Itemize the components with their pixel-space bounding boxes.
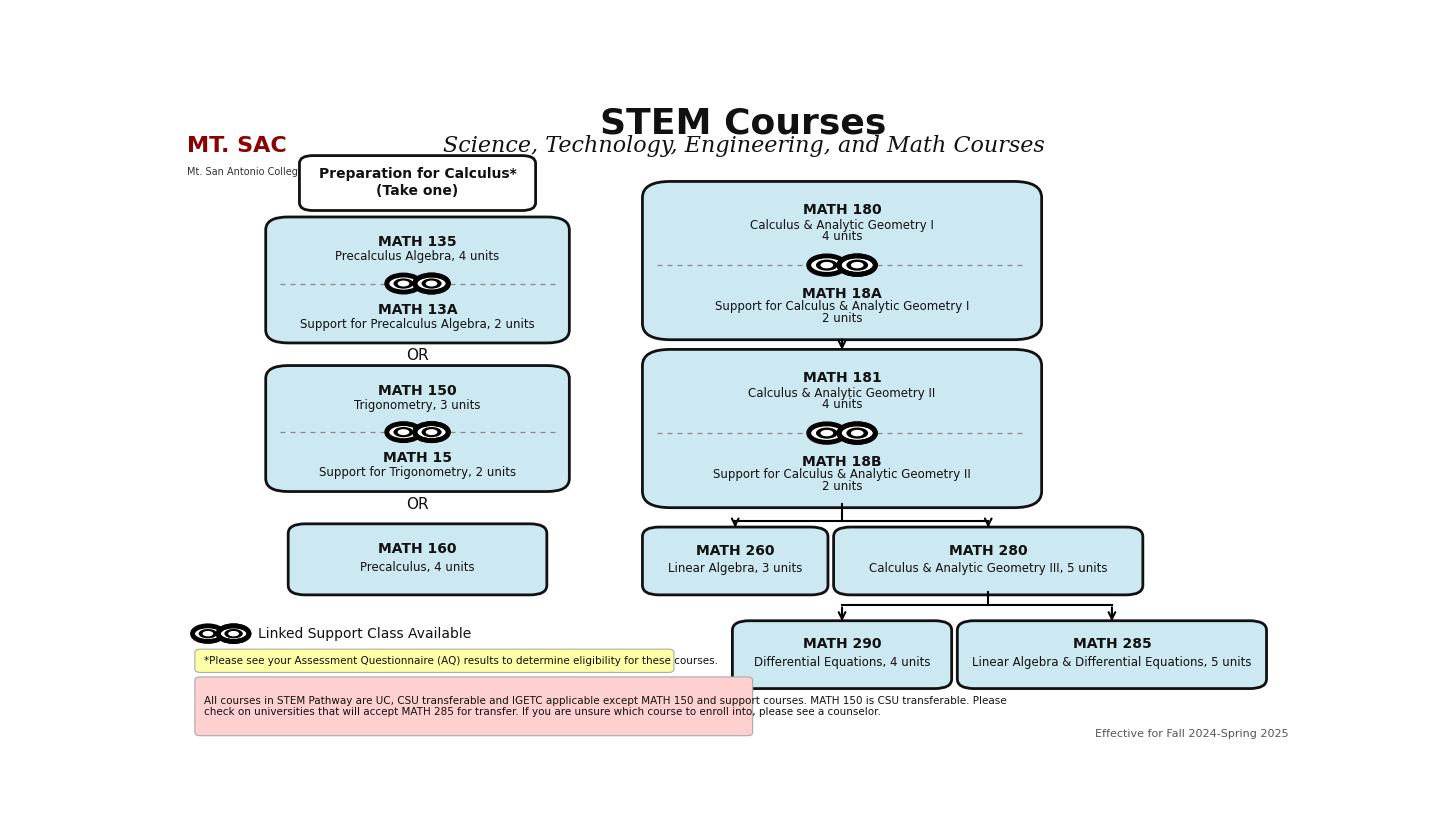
Ellipse shape	[415, 424, 448, 440]
Text: STEM Courses: STEM Courses	[601, 107, 887, 140]
Ellipse shape	[846, 428, 868, 439]
FancyBboxPatch shape	[299, 155, 535, 211]
Text: Linear Algebra, 3 units: Linear Algebra, 3 units	[667, 562, 802, 576]
Text: MATH 18A: MATH 18A	[802, 287, 882, 301]
FancyBboxPatch shape	[643, 181, 1042, 340]
Text: 2 units: 2 units	[821, 312, 862, 326]
Text: MATH 135: MATH 135	[379, 235, 457, 249]
Ellipse shape	[193, 626, 223, 642]
FancyBboxPatch shape	[643, 349, 1042, 508]
Text: OR: OR	[406, 348, 429, 363]
Ellipse shape	[393, 427, 414, 437]
Text: Effective for Fall 2024-Spring 2025: Effective for Fall 2024-Spring 2025	[1096, 729, 1288, 739]
Ellipse shape	[820, 430, 833, 436]
Ellipse shape	[398, 280, 409, 287]
FancyBboxPatch shape	[266, 366, 569, 492]
Text: Calculus & Analytic Geometry I: Calculus & Analytic Geometry I	[750, 219, 934, 232]
Text: MATH 15: MATH 15	[383, 451, 453, 466]
Ellipse shape	[422, 427, 441, 437]
Text: Calculus & Analytic Geometry II: Calculus & Analytic Geometry II	[749, 387, 936, 399]
Text: MT. SAC: MT. SAC	[187, 136, 287, 156]
Text: Linked Support Class Available: Linked Support Class Available	[258, 627, 472, 641]
Text: 4 units: 4 units	[821, 231, 862, 243]
FancyBboxPatch shape	[733, 621, 952, 689]
Text: 4 units: 4 units	[821, 399, 862, 411]
Text: Mt. San Antonio College: Mt. San Antonio College	[187, 167, 303, 177]
Text: Calculus & Analytic Geometry III, 5 units: Calculus & Analytic Geometry III, 5 unit…	[869, 562, 1107, 576]
Ellipse shape	[225, 629, 242, 638]
FancyBboxPatch shape	[289, 524, 547, 595]
FancyBboxPatch shape	[266, 217, 569, 343]
Ellipse shape	[850, 262, 863, 268]
Text: Support for Precalculus Algebra, 2 units: Support for Precalculus Algebra, 2 units	[300, 317, 535, 331]
Ellipse shape	[199, 629, 218, 638]
Text: Linear Algebra & Differential Equations, 5 units: Linear Algebra & Differential Equations,…	[972, 656, 1252, 669]
Ellipse shape	[422, 279, 441, 289]
Ellipse shape	[398, 429, 409, 435]
Text: MATH 180: MATH 180	[802, 203, 881, 216]
Text: Support for Calculus & Analytic Geometry I: Support for Calculus & Analytic Geometry…	[715, 300, 969, 313]
Text: MATH 13A: MATH 13A	[377, 303, 457, 317]
Text: MATH 150: MATH 150	[379, 384, 457, 398]
Ellipse shape	[387, 424, 421, 440]
Ellipse shape	[203, 631, 213, 637]
Ellipse shape	[425, 280, 437, 287]
Ellipse shape	[839, 424, 875, 442]
Text: MATH 181: MATH 181	[802, 371, 881, 384]
Text: MATH 160: MATH 160	[379, 542, 457, 556]
Text: MATH 280: MATH 280	[949, 544, 1027, 558]
Ellipse shape	[850, 430, 863, 436]
Ellipse shape	[808, 424, 844, 442]
Text: Trigonometry, 3 units: Trigonometry, 3 units	[354, 399, 480, 412]
Text: Precalculus, 4 units: Precalculus, 4 units	[360, 560, 474, 574]
Text: Support for Calculus & Analytic Geometry II: Support for Calculus & Analytic Geometry…	[712, 468, 971, 481]
Ellipse shape	[808, 256, 844, 274]
FancyBboxPatch shape	[643, 527, 829, 595]
Ellipse shape	[425, 429, 437, 435]
Ellipse shape	[387, 275, 421, 292]
Ellipse shape	[815, 259, 837, 271]
Text: Science, Technology, Engineering, and Math Courses: Science, Technology, Engineering, and Ma…	[443, 135, 1045, 157]
Text: (Take one): (Take one)	[376, 184, 459, 198]
FancyBboxPatch shape	[833, 527, 1143, 595]
Ellipse shape	[846, 259, 868, 271]
Text: *Please see your Assessment Questionnaire (AQ) results to determine eligibility : *Please see your Assessment Questionnair…	[203, 656, 718, 666]
FancyBboxPatch shape	[194, 677, 753, 736]
Ellipse shape	[820, 262, 833, 268]
Text: OR: OR	[406, 497, 429, 512]
Text: Precalculus Algebra, 4 units: Precalculus Algebra, 4 units	[335, 250, 499, 263]
Text: Support for Trigonometry, 2 units: Support for Trigonometry, 2 units	[319, 466, 517, 479]
FancyBboxPatch shape	[958, 621, 1267, 689]
Ellipse shape	[839, 256, 875, 274]
Ellipse shape	[815, 428, 837, 439]
Ellipse shape	[393, 279, 414, 289]
Ellipse shape	[228, 631, 239, 637]
Text: MATH 260: MATH 260	[696, 544, 775, 558]
Text: Preparation for Calculus*: Preparation for Calculus*	[319, 167, 517, 181]
Ellipse shape	[218, 626, 250, 642]
Text: 2 units: 2 units	[821, 480, 862, 493]
Text: MATH 285: MATH 285	[1072, 638, 1151, 651]
Text: MATH 290: MATH 290	[802, 638, 881, 651]
Ellipse shape	[415, 275, 448, 292]
FancyBboxPatch shape	[194, 649, 673, 672]
Text: Differential Equations, 4 units: Differential Equations, 4 units	[753, 656, 930, 669]
Text: All courses in STEM Pathway are UC, CSU transferable and IGETC applicable except: All courses in STEM Pathway are UC, CSU …	[203, 696, 1007, 717]
Text: MATH 18B: MATH 18B	[802, 455, 882, 469]
